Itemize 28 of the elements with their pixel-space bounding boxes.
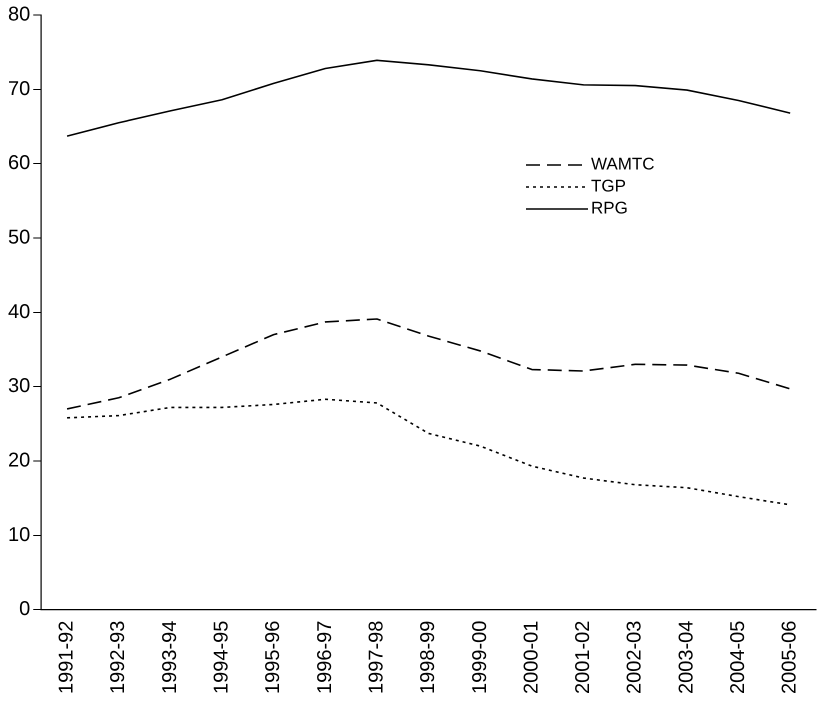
- x-tick-label: 1991-92: [56, 620, 78, 694]
- y-tick-label: 60: [8, 152, 30, 174]
- x-tick-label: 1992-93: [107, 620, 130, 694]
- y-tick-label: 80: [8, 4, 30, 26]
- x-tick-label: 1994-95: [210, 620, 233, 694]
- y-tick-label: 10: [8, 524, 30, 546]
- y-tick-label: 0: [19, 598, 30, 620]
- x-tick-label: 2000-01: [520, 620, 542, 694]
- x-tick-label: 2002-03: [624, 620, 646, 694]
- x-tick-label: 1999-00: [468, 620, 491, 694]
- x-tick-label: 2003-04: [675, 620, 698, 694]
- line-series: [66, 318, 791, 410]
- x-tick-label: 1998-99: [417, 620, 440, 694]
- y-tick-label: 30: [8, 375, 30, 398]
- x-tick-label: 1997-98: [365, 620, 388, 694]
- legend-label: TGP: [591, 176, 626, 196]
- x-tick-label: 2001-02: [572, 620, 594, 694]
- legend-label: WAMTC: [591, 154, 655, 174]
- x-tick-label: 2004-05: [727, 620, 750, 694]
- y-tick-label: 20: [8, 449, 30, 472]
- y-tick-label: 40: [8, 300, 30, 323]
- x-tick-label: 1993-94: [158, 620, 181, 694]
- x-tick-label: 1995-96: [262, 620, 284, 694]
- x-tick-label: 2005-06: [778, 620, 801, 694]
- x-tick-label: 1996-97: [314, 620, 336, 694]
- y-tick-label: 70: [8, 78, 30, 100]
- y-tick-label: 50: [8, 226, 30, 248]
- legend-label: RPG: [591, 198, 628, 218]
